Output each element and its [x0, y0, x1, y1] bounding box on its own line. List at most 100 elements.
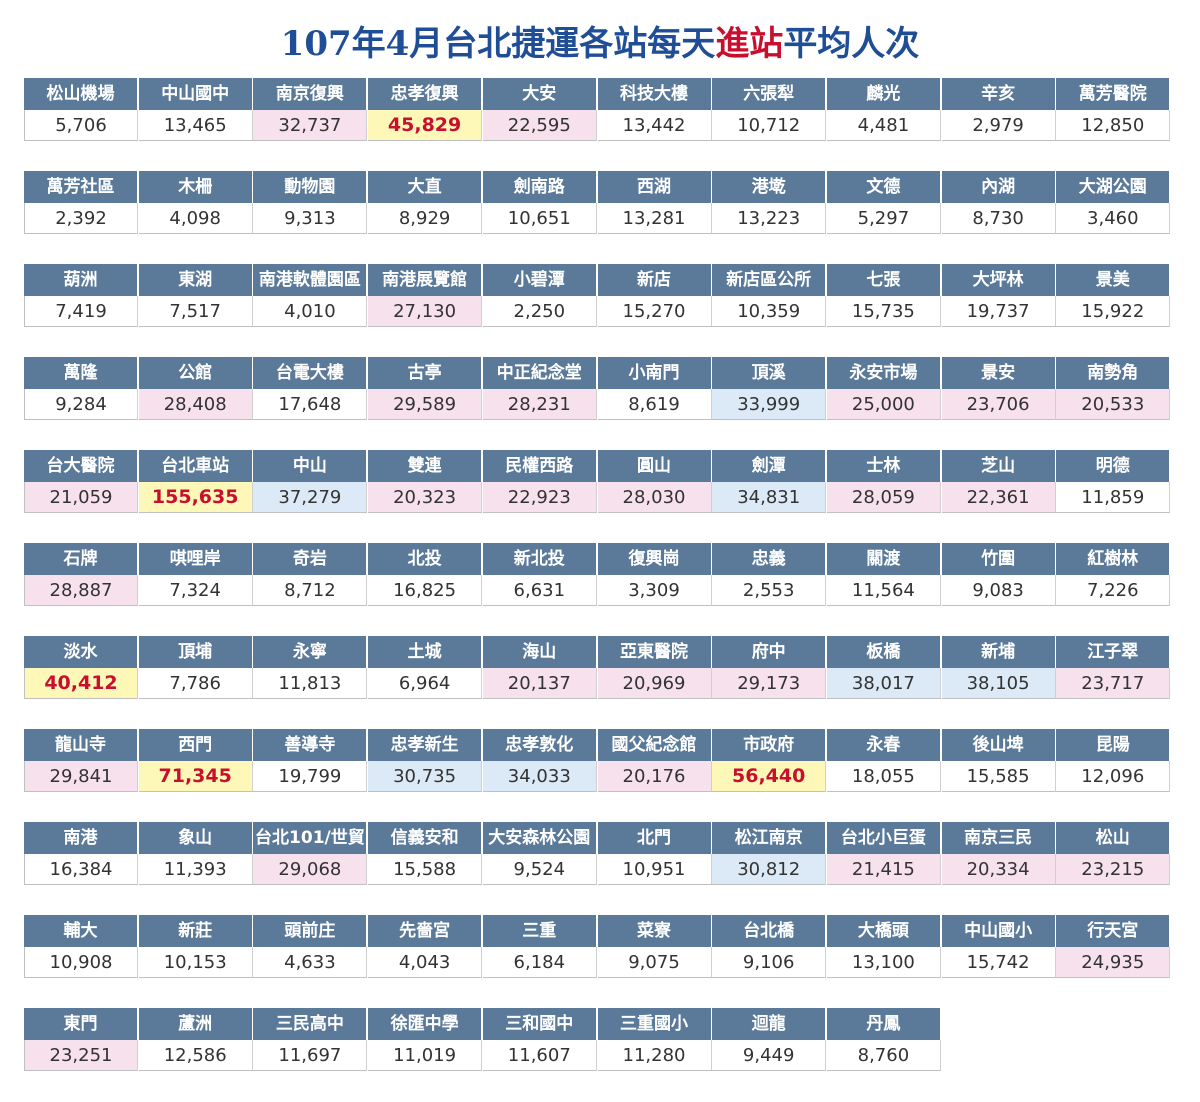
- station-count: 33,999: [712, 389, 827, 420]
- station-count: 8,730: [941, 203, 1056, 234]
- station-count: 11,697: [253, 1040, 368, 1071]
- station-count: 28,408: [138, 389, 253, 420]
- station-count: 11,280: [597, 1040, 712, 1071]
- station-name: 徐匯中學: [368, 1008, 483, 1040]
- station-name: 劍潭: [712, 450, 827, 482]
- station-count: 24,935: [1056, 947, 1171, 978]
- station-name: 大湖公園: [1056, 171, 1171, 203]
- station-name: 中山國中: [138, 78, 253, 110]
- station-count: 7,226: [1056, 575, 1171, 606]
- station-count: 22,923: [482, 482, 597, 513]
- station-count: 29,173: [712, 668, 827, 699]
- station-count: 10,359: [712, 296, 827, 327]
- station-count: 15,742: [941, 947, 1056, 978]
- station-count: 15,922: [1056, 296, 1171, 327]
- station-name: 三民高中: [253, 1008, 368, 1040]
- station-name: 南港軟體園區: [253, 264, 368, 296]
- station-count: 7,517: [138, 296, 253, 327]
- station-name: 萬隆: [24, 357, 138, 389]
- station-name: 亞東醫院: [597, 636, 712, 668]
- station-name: 輔大: [24, 915, 138, 947]
- station-count: 34,033: [482, 761, 597, 792]
- station-count: 20,334: [941, 854, 1056, 885]
- station-name: 葫洲: [24, 264, 138, 296]
- station-name: 市政府: [712, 729, 827, 761]
- station-count: 10,651: [482, 203, 597, 234]
- station-count: 18,055: [826, 761, 941, 792]
- station-count: 23,717: [1056, 668, 1171, 699]
- station-name: 科技大樓: [597, 78, 712, 110]
- station-name: 頂溪: [712, 357, 827, 389]
- station-name: 府中: [712, 636, 827, 668]
- station-count: 9,449: [712, 1040, 827, 1071]
- station-name: 圓山: [597, 450, 712, 482]
- station-count: 4,481: [826, 110, 941, 141]
- station-name: 忠義: [712, 543, 827, 575]
- station-name: 土城: [368, 636, 483, 668]
- station-name: 大坪林: [941, 264, 1056, 296]
- station-name: 港墘: [712, 171, 827, 203]
- station-count: 29,841: [24, 761, 138, 792]
- station-name: 新北投: [482, 543, 597, 575]
- station-name: 南京復興: [253, 78, 368, 110]
- station-name: 江子翠: [1056, 636, 1171, 668]
- station-count: 16,384: [24, 854, 138, 885]
- station-name: 信義安和: [368, 822, 483, 854]
- station-name: 北門: [597, 822, 712, 854]
- station-count: 28,059: [826, 482, 941, 513]
- station-name: 善導寺: [253, 729, 368, 761]
- station-name: 文德: [826, 171, 941, 203]
- station-name: 七張: [826, 264, 941, 296]
- station-name: 永寧: [253, 636, 368, 668]
- station-count: 13,281: [597, 203, 712, 234]
- station-name: 石牌: [24, 543, 138, 575]
- station-count: 7,419: [24, 296, 138, 327]
- station-name: 民權西路: [482, 450, 597, 482]
- station-count: 29,068: [253, 854, 368, 885]
- station-name: 中山國小: [941, 915, 1056, 947]
- station-name: 迴龍: [712, 1008, 827, 1040]
- station-name: 龍山寺: [24, 729, 138, 761]
- station-count: 9,524: [482, 854, 597, 885]
- station-name: 大安: [482, 78, 597, 110]
- station-name: 動物園: [253, 171, 368, 203]
- station-count: 155,635: [138, 482, 253, 513]
- station-count: 20,137: [482, 668, 597, 699]
- station-name: 古亭: [368, 357, 483, 389]
- station-name: 海山: [482, 636, 597, 668]
- station-count: 15,270: [597, 296, 712, 327]
- station-name: 萬芳社區: [24, 171, 138, 203]
- station-name: 復興崗: [597, 543, 712, 575]
- station-name: 台北小巨蛋: [826, 822, 941, 854]
- title-text-end: 平均人次: [783, 24, 920, 64]
- station-count: 45,829: [368, 110, 483, 141]
- station-name: 台北橋: [712, 915, 827, 947]
- station-name: 三和國中: [482, 1008, 597, 1040]
- station-name: 三重國小: [597, 1008, 712, 1040]
- station-count: 71,345: [138, 761, 253, 792]
- station-count: 29,589: [368, 389, 483, 420]
- station-count: 11,564: [826, 575, 941, 606]
- station-name: 忠孝復興: [368, 78, 483, 110]
- station-name: 南勢角: [1056, 357, 1171, 389]
- station-name: 三重: [482, 915, 597, 947]
- station-count: 21,059: [24, 482, 138, 513]
- station-count: 4,010: [253, 296, 368, 327]
- station-name: 景安: [941, 357, 1056, 389]
- station-count: 27,130: [368, 296, 483, 327]
- station-count: 11,859: [1056, 482, 1171, 513]
- station-count: 8,760: [826, 1040, 941, 1071]
- station-count: 40,412: [24, 668, 138, 699]
- station-count: 4,043: [368, 947, 483, 978]
- station-count: 13,223: [712, 203, 827, 234]
- station-name: 大直: [368, 171, 483, 203]
- station-count: 32,737: [253, 110, 368, 141]
- station-name: 大橋頭: [826, 915, 941, 947]
- station-count: 11,019: [368, 1040, 483, 1071]
- station-name: 萬芳醫院: [1056, 78, 1171, 110]
- station-name: 雙連: [368, 450, 483, 482]
- station-count: 11,607: [482, 1040, 597, 1071]
- station-count: 23,215: [1056, 854, 1171, 885]
- station-name: 劍南路: [482, 171, 597, 203]
- station-count: 7,786: [138, 668, 253, 699]
